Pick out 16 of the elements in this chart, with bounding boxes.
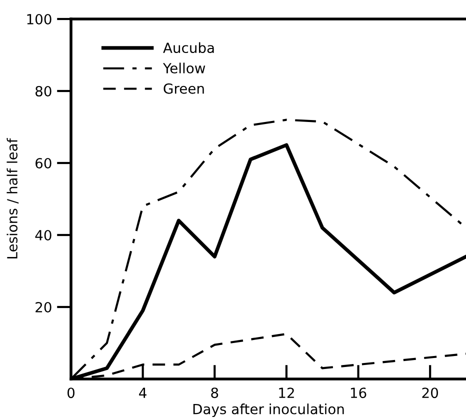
x-tick-label: 20 xyxy=(422,388,438,398)
x-tick-label: 12 xyxy=(279,388,294,398)
y-tick-label: 80 xyxy=(36,86,52,96)
x-tick-label: 0 xyxy=(67,388,74,398)
x-tick-label: 8 xyxy=(211,388,218,398)
y-tick-label: 100 xyxy=(27,14,52,24)
y-tick-label: 40 xyxy=(35,230,52,240)
x-axis-title: Days after inoculation xyxy=(193,404,344,417)
y-tick-label: 60 xyxy=(36,158,52,168)
y-axis-title: Lesions / half leaf xyxy=(6,138,19,258)
legend-label: Aucuba xyxy=(163,42,214,54)
legend-label: Yellow xyxy=(162,62,206,74)
y-tick-label: 20 xyxy=(36,302,52,312)
legend-label: Green xyxy=(164,83,204,94)
x-tick-label: 16 xyxy=(350,388,366,398)
x-tick-label: 4 xyxy=(139,388,146,398)
